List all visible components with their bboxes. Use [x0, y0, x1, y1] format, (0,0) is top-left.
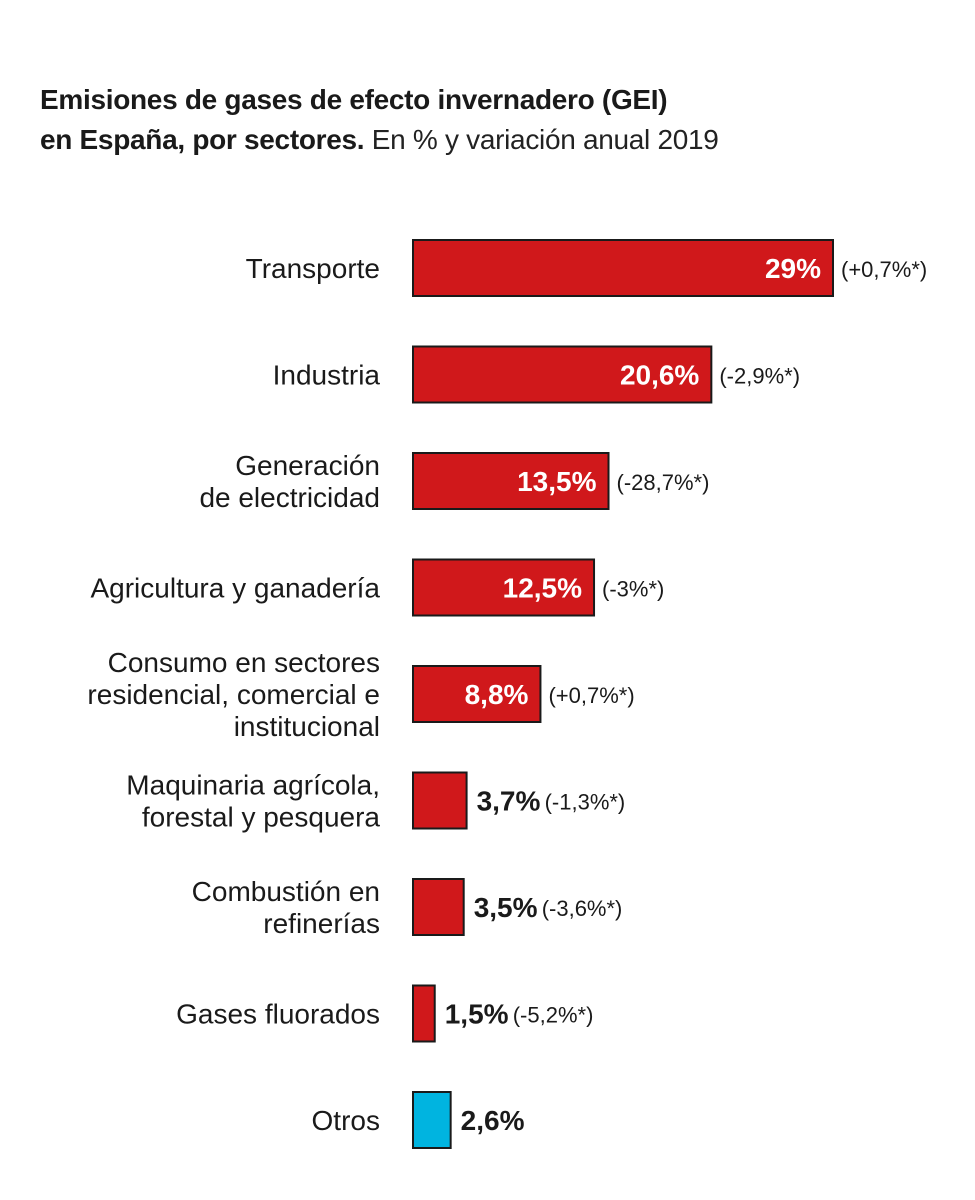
- category-label: Otros: [312, 1105, 380, 1136]
- category-label: Maquinaria agrícola, forestal y pesquera: [126, 770, 380, 833]
- bar-row: Agricultura y ganadería 12,5% (-3%*): [90, 558, 664, 617]
- bar: [412, 345, 713, 404]
- change-label: (-28,7%*): [617, 470, 710, 495]
- value-label: 29%: [765, 253, 821, 284]
- value-label: 2,6%: [461, 1105, 525, 1136]
- bar-row: Otros 2,6%: [312, 1091, 525, 1149]
- value-label: 13,5%: [517, 466, 596, 497]
- change-label: (-1,3%*): [545, 790, 626, 815]
- bar: [412, 984, 436, 1043]
- change-label: (-2,9%*): [719, 364, 800, 389]
- bar-row: Combustión en refinerías 3,5% (-3,6%*): [192, 876, 623, 939]
- change-label: (-3,6%*): [542, 896, 623, 921]
- value-label: 12,5%: [503, 573, 582, 604]
- change-label: (-3%*): [602, 577, 664, 602]
- bar: [412, 452, 610, 510]
- title-line-2-bold: en España, por sectores.: [40, 124, 365, 155]
- category-label: Gases fluorados: [176, 999, 380, 1030]
- value-label: 8,8%: [465, 679, 529, 710]
- category-label: Generación de electricidad: [199, 450, 380, 513]
- bar: [412, 558, 596, 617]
- category-label: Combustión en refinerías: [192, 876, 380, 939]
- bar: [412, 771, 468, 830]
- bar-row: Gases fluorados 1,5% (-5,2%*): [176, 984, 594, 1043]
- value-label: 20,6%: [620, 360, 699, 391]
- bar-row: Industria 20,6% (-2,9%*): [273, 345, 800, 404]
- chart-title: Emisiones de gases de efecto invernadero…: [40, 80, 940, 160]
- bar: [412, 665, 542, 723]
- change-label: (+0,7%*): [841, 257, 927, 282]
- bar: [412, 239, 834, 297]
- category-label: Industria: [273, 360, 381, 391]
- value-label: 3,5%: [474, 892, 538, 923]
- title-line-2-light: En % y variación anual 2019: [371, 124, 719, 155]
- title-line-1: Emisiones de gases de efecto invernadero…: [40, 84, 668, 115]
- bar: [412, 878, 465, 936]
- category-label: Consumo en sectores residencial, comercia…: [87, 647, 380, 742]
- title-line-2: en España, por sectores. En % y variació…: [40, 120, 940, 160]
- bar-row: Transporte 29% (+0,7%*): [246, 239, 927, 297]
- bar-row: Consumo en sectores residencial, comercia…: [87, 647, 634, 742]
- change-label: (+0,7%*): [548, 683, 634, 708]
- change-label: (-5,2%*): [513, 1003, 594, 1028]
- value-label: 1,5%: [445, 999, 509, 1030]
- bar: [412, 1091, 452, 1149]
- category-label: Agricultura y ganadería: [90, 573, 380, 604]
- bar-row: Maquinaria agrícola, forestal y pesquera 3…: [126, 770, 625, 833]
- value-label: 3,7%: [477, 786, 541, 817]
- bar-row: Generación de electricidad 13,5% (-28,7%*): [199, 450, 709, 513]
- category-label: Transporte: [246, 253, 380, 284]
